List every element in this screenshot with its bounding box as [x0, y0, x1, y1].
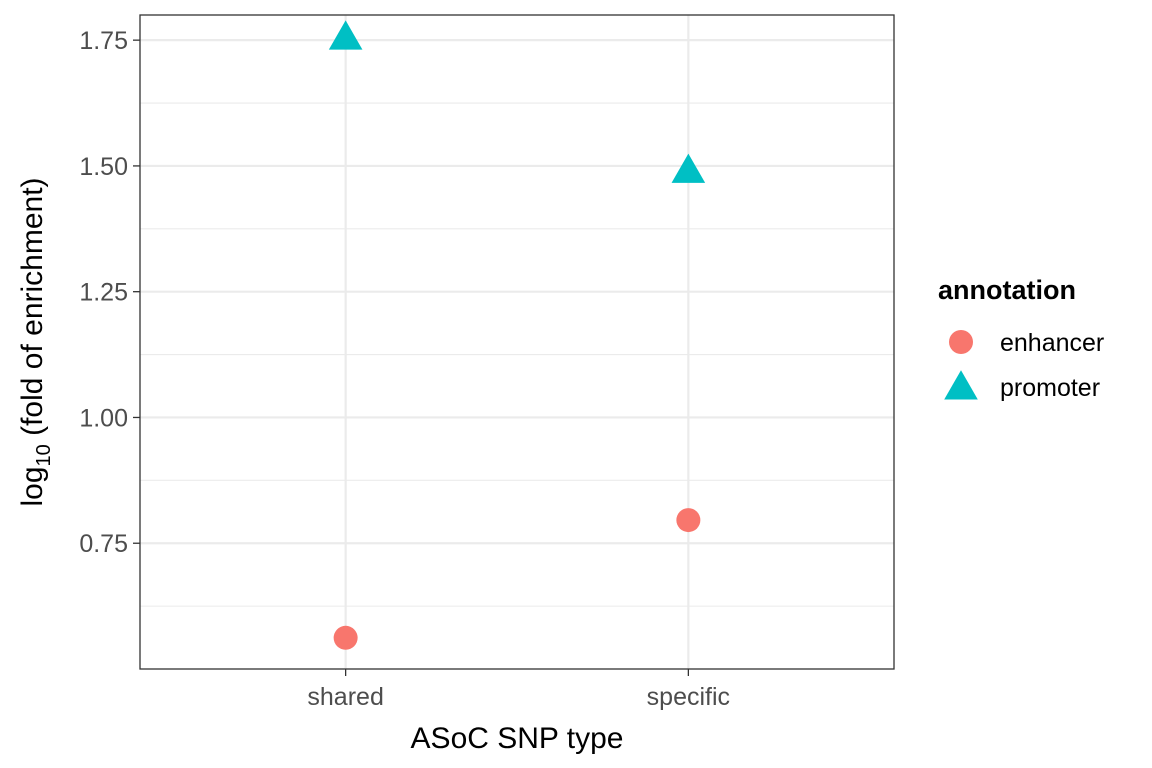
y-tick-label: 1.25 — [79, 279, 128, 307]
plot-border — [139, 14, 895, 670]
enhancer-point-shared — [333, 625, 358, 650]
y-axis-title-prefix: log — [16, 466, 49, 506]
promoter-point-specific — [671, 153, 706, 183]
y-axis-title-subscript: 10 — [33, 444, 55, 466]
x-tick-label: shared — [307, 683, 383, 711]
y-axis-ticks: 0.75 1.00 1.25 1.50 1.75 — [79, 27, 140, 558]
legend: annotation enhancer promoter — [938, 275, 1104, 402]
enhancer-point-specific — [676, 508, 701, 533]
y-tick-label: 1.00 — [79, 404, 128, 432]
legend-label-enhancer: enhancer — [1000, 329, 1104, 357]
legend-title: annotation — [938, 275, 1076, 305]
data-points — [328, 20, 706, 650]
legend-label-promoter: promoter — [1000, 374, 1100, 402]
y-axis-title-suffix: (fold of enrichment) — [16, 177, 49, 444]
y-tick-label: 1.75 — [79, 27, 128, 55]
x-axis-title: ASoC SNP type — [411, 722, 624, 755]
y-axis-title: log10 (fold of enrichment) — [16, 177, 55, 506]
y-tick-label: 1.50 — [79, 153, 128, 181]
major-gridlines — [140, 15, 894, 669]
x-tick-label: specific — [647, 683, 730, 711]
y-tick-label: 0.75 — [79, 530, 128, 558]
minor-gridlines — [140, 102, 894, 607]
x-axis-ticks: shared specific — [307, 669, 730, 711]
legend-key-promoter — [944, 370, 978, 400]
promoter-point-shared — [328, 20, 363, 50]
legend-key-enhancer — [949, 330, 973, 354]
plot-panel — [140, 15, 894, 669]
